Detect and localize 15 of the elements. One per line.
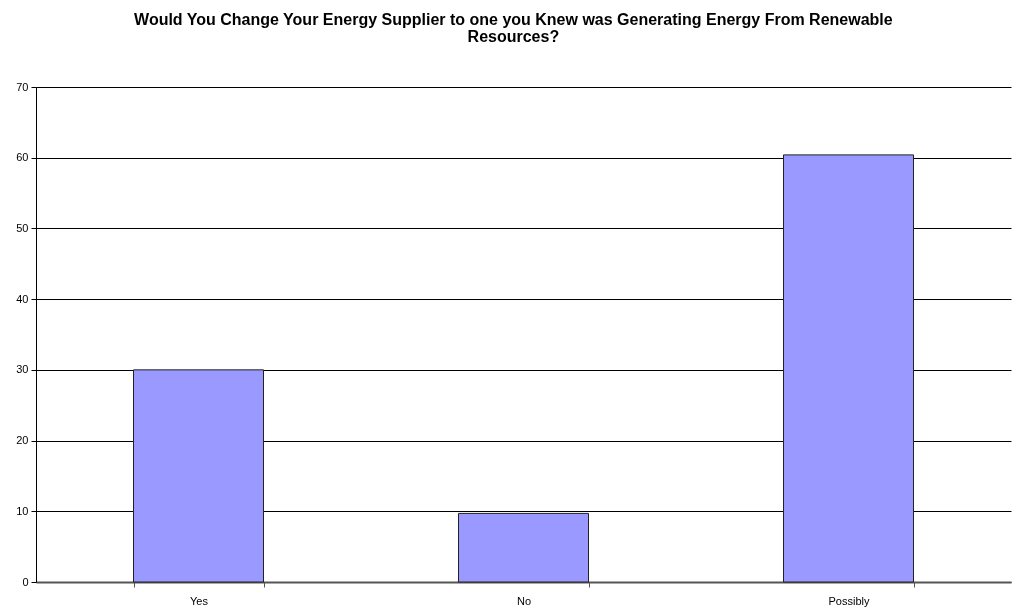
y-tick-label: 0 — [22, 575, 29, 588]
bar — [783, 154, 914, 583]
y-tick-label: 40 — [16, 292, 29, 305]
x-tick-label: No — [516, 594, 532, 607]
x-tick-label: Yes — [190, 594, 209, 607]
y-tick-label: 10 — [16, 504, 29, 517]
y-tick-label: 70 — [16, 80, 29, 93]
bar — [458, 512, 589, 583]
y-tick-label: 30 — [16, 363, 29, 376]
x-tick-label: Possibly — [828, 594, 870, 607]
bar — [133, 369, 264, 583]
y-tick-label: 20 — [16, 434, 29, 447]
y-tick-label: 50 — [16, 221, 29, 234]
chart-title: Would You Change Your Energy Supplier to one you Knew was Generating Energy From Renewable Resources? — [134, 11, 893, 45]
y-tick-label: 60 — [16, 151, 29, 164]
